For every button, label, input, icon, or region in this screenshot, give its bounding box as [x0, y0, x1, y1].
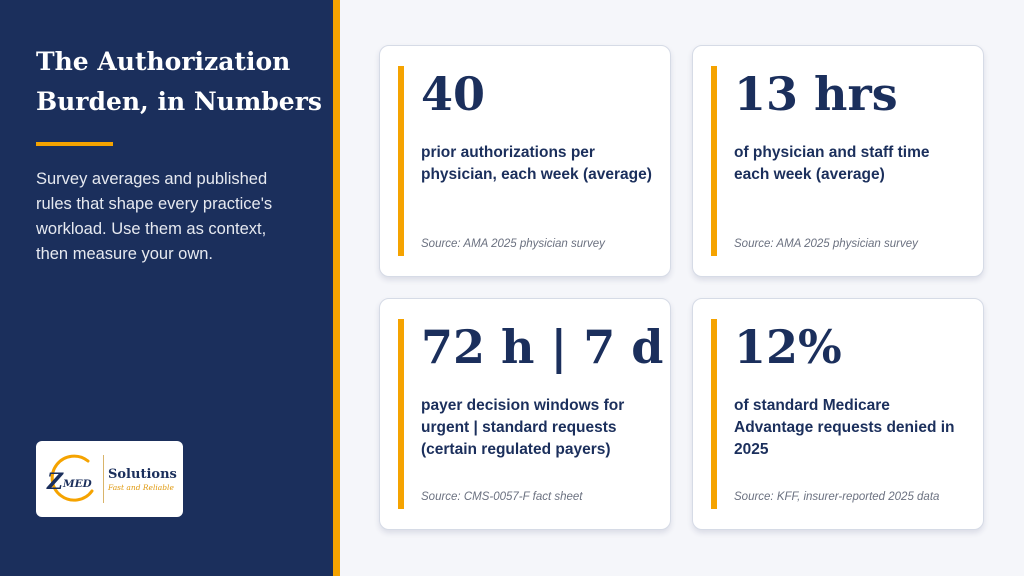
stat-value: 40	[421, 67, 486, 121]
logo-tagline: Fast and Reliable	[108, 483, 174, 492]
page-title: The Authorization Burden, in Numbers	[36, 42, 326, 122]
stat-value: 12%	[734, 320, 842, 374]
stat-description-line: of standard Medicare	[734, 397, 890, 414]
title-line-1: The Authorization	[36, 47, 291, 76]
stat-description-line: payer decision windows for	[421, 397, 625, 414]
stat-source: Source: KFF, insurer-reported 2025 data	[734, 491, 940, 503]
stat-source: Source: AMA 2025 physician survey	[734, 238, 918, 250]
subtitle-line-2: rules that shape every practice's	[36, 195, 273, 213]
stat-description: payer decision windows for urgent | stan…	[421, 395, 661, 461]
stat-source: Source: AMA 2025 physician survey	[421, 238, 605, 250]
stat-source: Source: CMS-0057-F fact sheet	[421, 491, 583, 503]
zmed-logo-icon: Z MED	[46, 454, 94, 502]
stat-description: of physician and staff time each week (a…	[734, 142, 974, 186]
stat-card-staff-time: 13 hrs of physician and staff time each …	[692, 45, 984, 277]
stat-card-prior-authorizations: 40 prior authorizations per physician, e…	[379, 45, 671, 277]
logo-mark-text: MED	[62, 478, 93, 490]
stat-description-line: urgent | standard requests	[421, 419, 617, 436]
stat-description-line: (certain regulated payers)	[421, 441, 611, 458]
subtitle-line-3: workload. Use them as context,	[36, 220, 267, 238]
card-accent-bar	[398, 66, 404, 256]
stat-description-line: prior authorizations per	[421, 144, 595, 161]
logo-divider	[103, 455, 104, 503]
title-line-2: Burden, in Numbers	[36, 87, 322, 116]
card-accent-bar	[711, 319, 717, 509]
stat-description-line: 2025	[734, 441, 769, 458]
stat-description: of standard Medicare Advantage requests …	[734, 395, 974, 461]
stat-card-decision-windows: 72 h | 7 d payer decision windows for ur…	[379, 298, 671, 530]
logo-mark: Z	[46, 469, 64, 495]
company-logo: Z MED Solutions Fast and Reliable	[36, 441, 183, 517]
stat-value: 13 hrs	[734, 67, 898, 121]
stat-card-denial-rate: 12% of standard Medicare Advantage reque…	[692, 298, 984, 530]
logo-name: Solutions	[108, 467, 177, 482]
stat-description-line: each week (average)	[734, 166, 885, 183]
title-accent-rule	[36, 142, 113, 146]
stat-description-line: Advantage requests denied in	[734, 419, 955, 436]
stat-description-line: of physician and staff time	[734, 144, 930, 161]
stat-description-line: physician, each week (average)	[421, 166, 652, 183]
stat-value: 72 h | 7 d	[421, 320, 664, 374]
subtitle-line-1: Survey averages and published	[36, 170, 268, 188]
stat-description: prior authorizations per physician, each…	[421, 142, 661, 186]
gold-divider	[333, 0, 340, 576]
sidebar-panel: The Authorization Burden, in Numbers Sur…	[0, 0, 333, 576]
card-accent-bar	[711, 66, 717, 256]
card-accent-bar	[398, 319, 404, 509]
page-subtitle: Survey averages and published rules that…	[36, 167, 316, 267]
subtitle-line-4: then measure your own.	[36, 245, 214, 263]
